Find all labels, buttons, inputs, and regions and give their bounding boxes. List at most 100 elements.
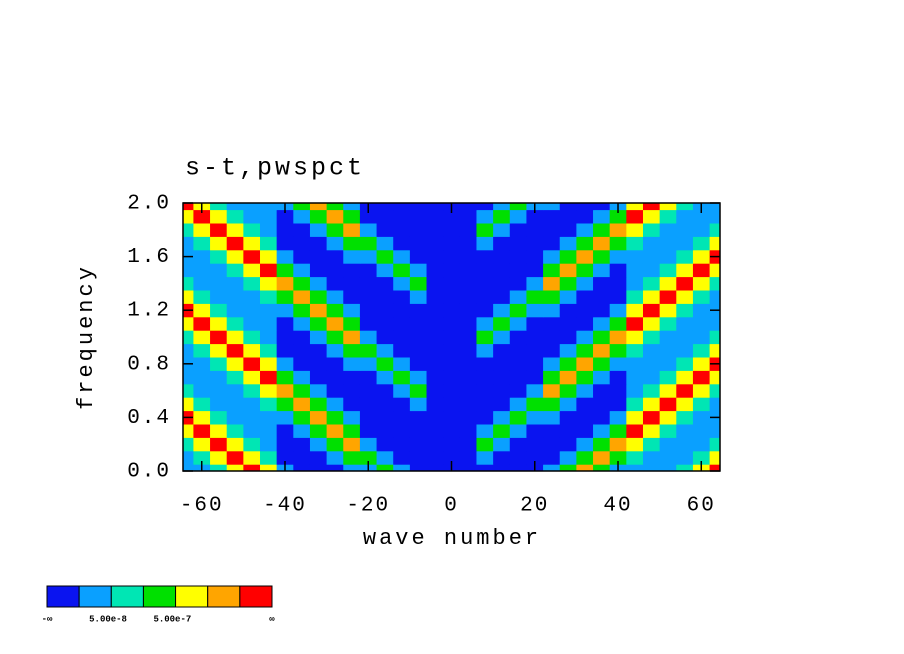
cell (226, 203, 244, 211)
cell (376, 203, 394, 211)
cell (226, 263, 244, 278)
cell (642, 330, 661, 345)
cell (626, 357, 644, 371)
cell (183, 397, 194, 412)
cell (443, 383, 461, 398)
cell (183, 424, 194, 438)
cell (676, 223, 694, 237)
cell (543, 303, 561, 318)
cell (576, 290, 594, 304)
cell (709, 437, 720, 452)
cell (676, 343, 694, 358)
cell (326, 357, 344, 371)
cell (409, 236, 427, 251)
cell (183, 464, 194, 471)
colorbar-swatch (175, 585, 209, 608)
cell (309, 450, 328, 465)
cell (293, 437, 311, 452)
cell (243, 276, 261, 291)
cell (476, 249, 494, 264)
cell (642, 249, 661, 264)
cell (293, 249, 311, 264)
cell (576, 397, 594, 412)
cell (260, 410, 278, 425)
cell (426, 397, 444, 412)
cell (559, 203, 577, 211)
cell (559, 290, 577, 304)
cell (609, 276, 627, 291)
cell (626, 383, 644, 398)
cell (676, 263, 694, 278)
cell (676, 276, 694, 291)
cell (226, 370, 244, 385)
cell (709, 209, 720, 224)
cell (426, 464, 444, 471)
cell (593, 223, 611, 237)
x-tick-label: 40 (603, 495, 632, 518)
cell (493, 450, 511, 465)
cell (210, 263, 228, 278)
cell (659, 383, 677, 398)
cell (576, 424, 594, 438)
cell (326, 263, 344, 278)
cell (593, 209, 611, 224)
cell (393, 437, 411, 452)
cell (593, 316, 611, 331)
cell (309, 343, 328, 358)
cell (692, 370, 710, 385)
cell (376, 303, 394, 318)
cell (226, 209, 244, 224)
colorbar-swatch (142, 585, 177, 608)
cell (459, 249, 477, 264)
cell (393, 203, 411, 211)
cell (509, 450, 527, 465)
cell (183, 370, 194, 385)
cell (309, 249, 328, 264)
cell (309, 464, 328, 471)
cell (676, 330, 694, 345)
cell (276, 370, 294, 385)
cell (393, 276, 411, 291)
x-axis-label: wave number (363, 526, 541, 551)
cell (509, 303, 527, 318)
cell (676, 464, 694, 471)
cell (193, 303, 211, 318)
cell (476, 316, 494, 331)
cell (476, 357, 494, 371)
cell (443, 424, 461, 438)
cell (426, 437, 444, 452)
cell (193, 370, 211, 385)
cell (476, 464, 494, 471)
cell (343, 249, 361, 264)
cell (476, 276, 494, 291)
cell (476, 203, 494, 211)
cell (509, 464, 527, 471)
cell (559, 303, 577, 318)
cell (293, 464, 311, 471)
cell (193, 410, 211, 425)
cell (243, 249, 261, 264)
x-tick-label: 20 (520, 495, 549, 518)
cell (509, 263, 527, 278)
cell (359, 370, 377, 385)
cell (676, 303, 694, 318)
cell (593, 236, 611, 251)
cell (559, 357, 577, 371)
cell (226, 223, 244, 237)
cell (276, 223, 294, 237)
cell (376, 276, 394, 291)
cell (193, 236, 211, 251)
cell (409, 383, 427, 398)
y-tick-label: 1.6 (127, 246, 171, 269)
cell (443, 316, 461, 331)
cell (226, 383, 244, 398)
cell (543, 437, 561, 452)
cell (183, 209, 194, 224)
cell (642, 316, 661, 331)
cell (309, 276, 328, 291)
cell (642, 209, 661, 224)
cell (443, 303, 461, 318)
cell (326, 209, 344, 224)
cell (659, 249, 677, 264)
